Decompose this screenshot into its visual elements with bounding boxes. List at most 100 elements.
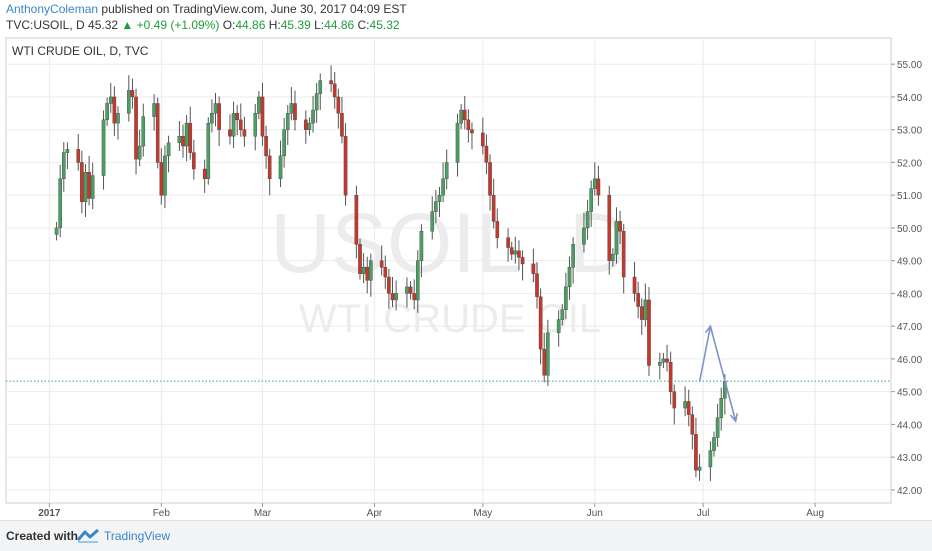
candle bbox=[257, 91, 261, 120]
tradingview-logo-icon bbox=[76, 528, 99, 543]
candle-body bbox=[289, 103, 294, 114]
candle-body bbox=[495, 221, 500, 238]
x-tick-label: May bbox=[473, 508, 492, 519]
author-link[interactable]: AnthonyColeman bbox=[6, 2, 99, 16]
candle-body bbox=[520, 257, 525, 265]
candle-body bbox=[708, 450, 713, 468]
candle bbox=[361, 253, 366, 284]
close-value: 45.32 bbox=[369, 18, 400, 32]
candle-body bbox=[267, 155, 272, 180]
candle bbox=[466, 109, 471, 143]
candle-body bbox=[58, 178, 62, 229]
candle bbox=[340, 96, 344, 144]
candle bbox=[611, 248, 615, 267]
candle-body bbox=[177, 136, 182, 143]
candle-body bbox=[253, 113, 258, 137]
candle bbox=[127, 75, 131, 122]
candle-body bbox=[264, 136, 268, 157]
y-tick-label: 45.00 bbox=[897, 388, 922, 399]
candle bbox=[260, 82, 265, 146]
candle bbox=[343, 123, 348, 206]
candle bbox=[614, 207, 619, 264]
candle bbox=[672, 384, 677, 425]
candle bbox=[582, 212, 586, 253]
candle bbox=[556, 310, 561, 347]
tradingview-link[interactable]: TradingView bbox=[104, 529, 171, 543]
candle bbox=[354, 185, 359, 259]
y-tick-label: 52.00 bbox=[897, 158, 922, 169]
candle-body bbox=[542, 348, 547, 376]
candle bbox=[238, 103, 243, 137]
y-tick-label: 50.00 bbox=[897, 224, 922, 235]
candle-body bbox=[80, 162, 84, 202]
candle-body bbox=[282, 129, 286, 157]
candle bbox=[618, 210, 622, 245]
candle-body bbox=[697, 466, 702, 471]
candle bbox=[470, 122, 474, 150]
watermark-symbol: USOIL, D bbox=[270, 196, 629, 290]
candle-body bbox=[437, 194, 442, 202]
candle-body bbox=[87, 172, 91, 199]
candle bbox=[217, 96, 221, 147]
candle bbox=[329, 65, 333, 93]
candle bbox=[192, 139, 196, 180]
candle bbox=[83, 164, 88, 217]
candle bbox=[289, 87, 294, 121]
candle-body bbox=[596, 178, 601, 196]
created-with-label: Created with bbox=[6, 529, 79, 543]
candle bbox=[694, 417, 698, 478]
candle-body bbox=[137, 145, 142, 160]
candle-body bbox=[415, 260, 420, 301]
candle-body bbox=[260, 96, 265, 137]
candle-body bbox=[181, 136, 185, 147]
candle-body bbox=[560, 309, 565, 320]
candle-body bbox=[213, 103, 218, 114]
candle bbox=[567, 256, 572, 300]
candle-body bbox=[307, 122, 312, 130]
candle bbox=[166, 135, 171, 173]
candle bbox=[101, 110, 106, 190]
candle-body bbox=[127, 90, 131, 114]
candle bbox=[412, 279, 416, 310]
candle-body bbox=[340, 113, 344, 137]
candle bbox=[90, 162, 95, 210]
candle bbox=[213, 92, 218, 127]
candle bbox=[293, 90, 297, 131]
candle-body bbox=[336, 96, 341, 114]
candle-body bbox=[690, 414, 695, 435]
price-chart[interactable]: USOIL, D WTI CRUDE OIL WTI CRUDE OIL, D, … bbox=[0, 0, 932, 520]
candle-body bbox=[238, 119, 243, 130]
candle bbox=[206, 117, 211, 185]
x-tick-label: Mar bbox=[254, 508, 272, 519]
candle bbox=[538, 288, 543, 365]
candle bbox=[112, 86, 117, 137]
candle bbox=[520, 250, 525, 281]
candle bbox=[509, 241, 514, 261]
candle bbox=[517, 240, 521, 271]
candle-body bbox=[242, 129, 247, 137]
candle bbox=[560, 303, 565, 326]
candle bbox=[683, 386, 687, 417]
candle bbox=[65, 142, 70, 170]
candles bbox=[54, 65, 727, 482]
candle-body bbox=[491, 194, 496, 222]
candle bbox=[235, 105, 239, 136]
candle-body bbox=[643, 299, 648, 320]
candle bbox=[658, 352, 662, 380]
candle bbox=[54, 222, 59, 241]
candle bbox=[155, 97, 160, 169]
open-value: 44.86 bbox=[235, 18, 266, 32]
candle bbox=[278, 140, 283, 188]
candle-body bbox=[694, 434, 698, 471]
candle bbox=[686, 389, 691, 427]
candle-body bbox=[672, 391, 677, 409]
candle-body bbox=[112, 96, 117, 124]
candle bbox=[506, 228, 510, 262]
candle-body bbox=[141, 116, 146, 147]
candle-body bbox=[607, 194, 612, 261]
candle bbox=[358, 238, 362, 280]
candle bbox=[304, 110, 308, 144]
low-label: L: bbox=[314, 18, 325, 32]
candle bbox=[307, 117, 312, 136]
candle bbox=[488, 154, 492, 211]
